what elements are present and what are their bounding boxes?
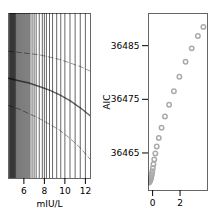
svg-text:36465: 36465 [111, 148, 140, 158]
svg-text:mIU/L: mIU/L [36, 199, 62, 209]
svg-text:12: 12 [80, 186, 91, 196]
svg-text:36475: 36475 [111, 94, 140, 104]
svg-text:AIC: AIC [102, 94, 112, 109]
svg-text:10: 10 [59, 186, 71, 196]
svg-text:8: 8 [42, 186, 48, 196]
svg-text:6: 6 [21, 186, 27, 196]
svg-text:0: 0 [150, 198, 156, 208]
svg-text:2: 2 [177, 198, 183, 208]
svg-text:36485: 36485 [111, 41, 140, 51]
